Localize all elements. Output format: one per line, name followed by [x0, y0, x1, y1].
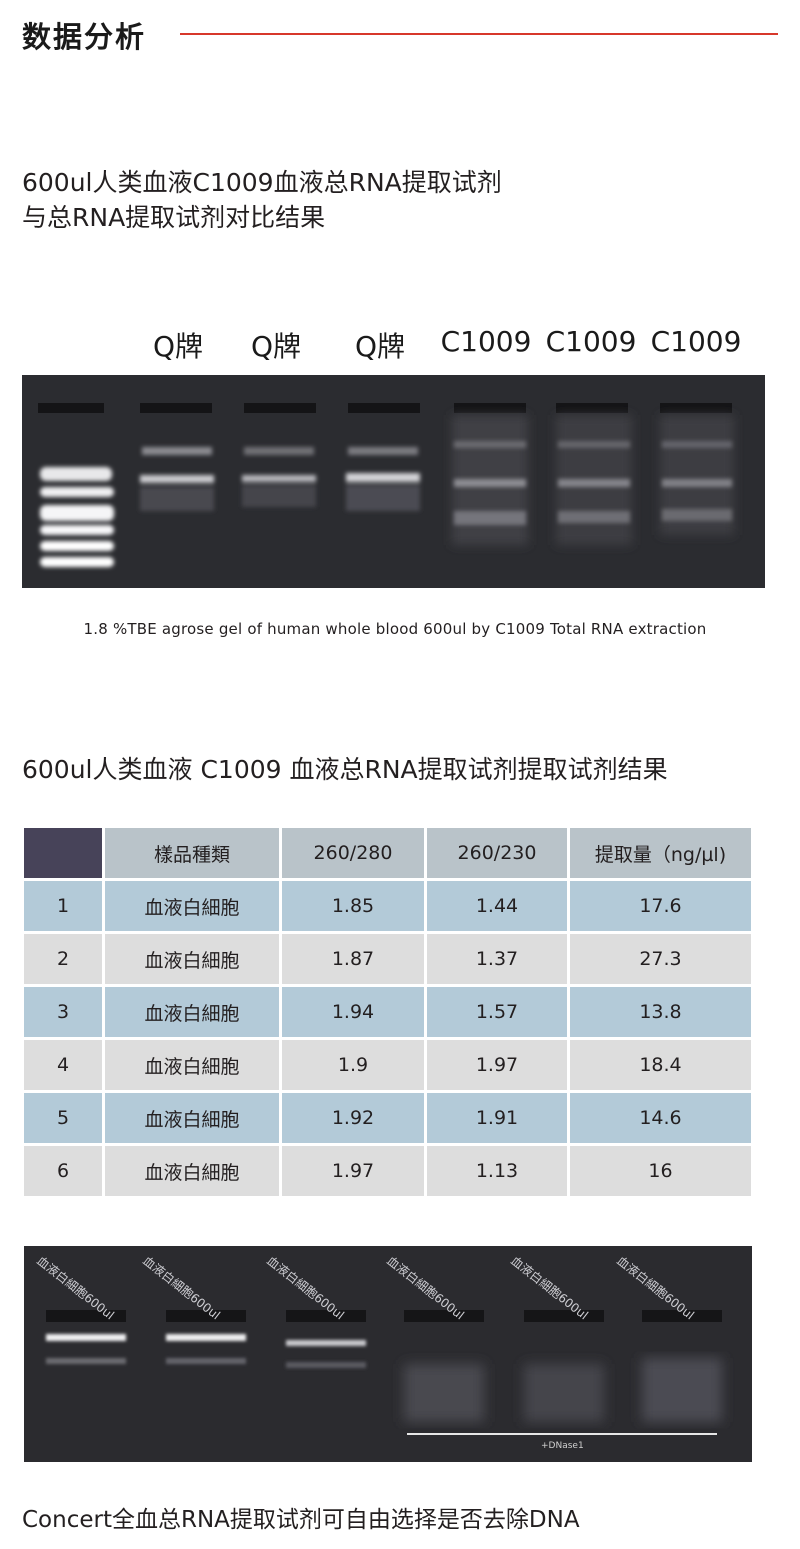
table-cell: 血液白細胞	[105, 881, 279, 931]
results-table: 樣品種類 260/280 260/230 提取量（ng/µl) 1 血液白細胞 …	[21, 825, 754, 1199]
dnase-gel-image: 血液白細胞600ul 血液白細胞600ul 血液白細胞600ul 血液白細胞60…	[24, 1246, 752, 1462]
table-row: 3 血液白細胞 1.94 1.57 13.8	[24, 987, 751, 1037]
gel-image-graphic	[38, 403, 734, 567]
gel-caption: 1.8 %TBE agrose gel of human whole blood…	[83, 620, 707, 638]
section1-title-line2: 与总RNA提取试剂对比结果	[22, 203, 326, 232]
table-cell: 16	[570, 1146, 751, 1196]
table-cell: 1.87	[282, 934, 424, 984]
section2-title: 600ul人类血液 C1009 血液总RNA提取试剂提取试剂结果	[22, 755, 668, 784]
table-cell: 6	[24, 1146, 102, 1196]
lane-label: C1009	[650, 325, 742, 358]
table-cell: 1.57	[427, 987, 567, 1037]
table-cell: 1.97	[427, 1040, 567, 1090]
gel-electrophoresis-image	[22, 375, 765, 588]
table-cell: 1.91	[427, 1093, 567, 1143]
bottom-caption: Concert全血总RNA提取试剂可自由选择是否去除DNA	[22, 1507, 580, 1533]
table-header-row: 樣品種類 260/280 260/230 提取量（ng/µl)	[24, 828, 751, 878]
dnase-gel-graphic	[46, 1310, 722, 1422]
table-cell: 1	[24, 881, 102, 931]
table-header-cell	[24, 828, 102, 878]
title-divider	[180, 33, 778, 35]
table-cell: 1.92	[282, 1093, 424, 1143]
lane-label: C1009	[545, 325, 637, 358]
table-header-cell: 樣品種類	[105, 828, 279, 878]
section1-title-line1: 600ul人类血液C1009血液总RNA提取试剂	[22, 168, 502, 197]
table-cell: 1.85	[282, 881, 424, 931]
table-cell: 13.8	[570, 987, 751, 1037]
table-row: 6 血液白細胞 1.97 1.13 16	[24, 1146, 751, 1196]
page-title: 数据分析	[22, 20, 147, 54]
table-cell: 14.6	[570, 1093, 751, 1143]
table-cell: 1.37	[427, 934, 567, 984]
table-cell: 1.94	[282, 987, 424, 1037]
dnase-label: +DNase1	[541, 1441, 584, 1451]
table-header-cell: 提取量（ng/µl)	[570, 828, 751, 878]
table-cell: 1.44	[427, 881, 567, 931]
lane-label: Q牌	[152, 330, 204, 363]
table-row: 1 血液白細胞 1.85 1.44 17.6	[24, 881, 751, 931]
table-cell: 27.3	[570, 934, 751, 984]
table-cell: 4	[24, 1040, 102, 1090]
table-row: 5 血液白細胞 1.92 1.91 14.6	[24, 1093, 751, 1143]
table-row: 4 血液白細胞 1.9 1.97 18.4	[24, 1040, 751, 1090]
lane-label: Q牌	[354, 330, 406, 363]
table-row: 2 血液白細胞 1.87 1.37 27.3	[24, 934, 751, 984]
lane-label: Q牌	[250, 330, 302, 363]
dnase-bracket-line	[407, 1433, 717, 1435]
table-cell: 3	[24, 987, 102, 1037]
table-cell: 18.4	[570, 1040, 751, 1090]
table-header-cell: 260/280	[282, 828, 424, 878]
lane-label: C1009	[440, 325, 532, 358]
table-cell: 血液白細胞	[105, 987, 279, 1037]
table-cell: 17.6	[570, 881, 751, 931]
table-header-cell: 260/230	[427, 828, 567, 878]
table-cell: 1.97	[282, 1146, 424, 1196]
table-cell: 血液白細胞	[105, 934, 279, 984]
table-cell: 1.9	[282, 1040, 424, 1090]
table-cell: 血液白細胞	[105, 1093, 279, 1143]
table-cell: 1.13	[427, 1146, 567, 1196]
table-cell: 5	[24, 1093, 102, 1143]
table-cell: 2	[24, 934, 102, 984]
table-cell: 血液白細胞	[105, 1146, 279, 1196]
table-cell: 血液白細胞	[105, 1040, 279, 1090]
